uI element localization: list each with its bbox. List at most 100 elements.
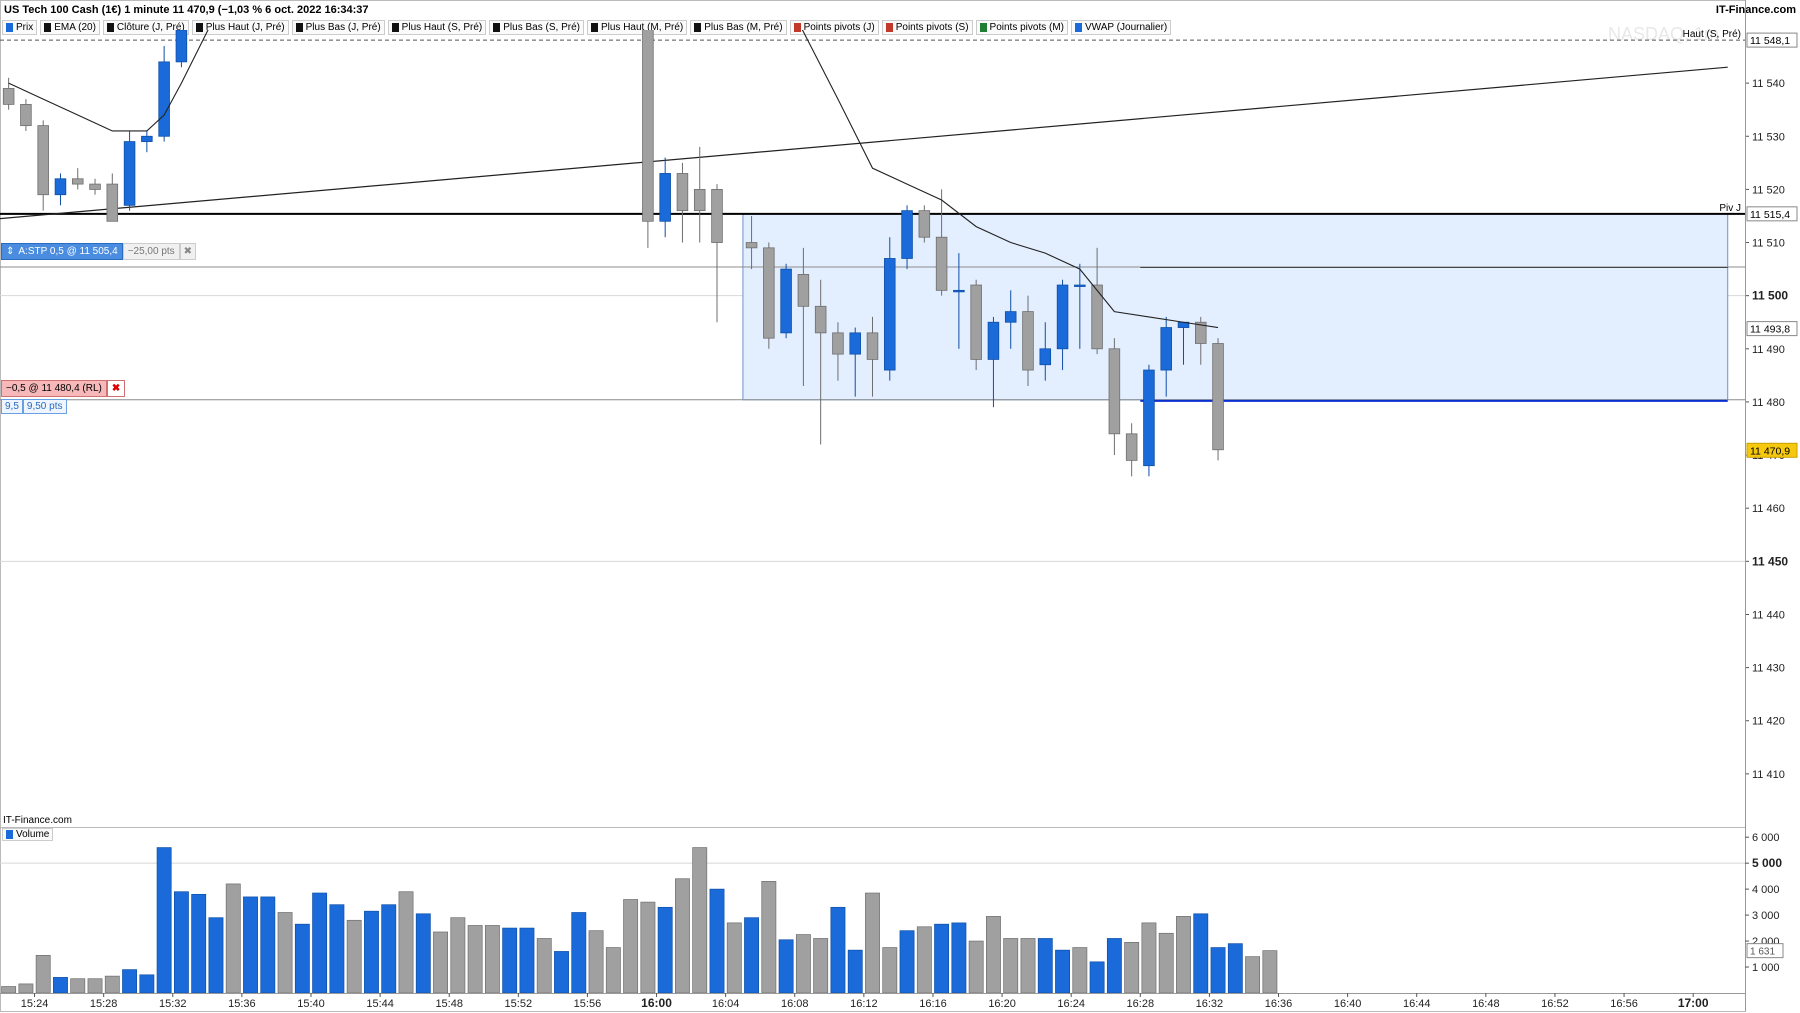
volume-bar bbox=[346, 919, 362, 994]
legend-item[interactable]: Clôture (J, Pré) bbox=[102, 20, 189, 35]
time-tick-label: 16:00 bbox=[641, 996, 672, 1010]
candle-body bbox=[1022, 311, 1034, 371]
legend-item[interactable]: Plus Bas (J, Pré) bbox=[291, 20, 385, 35]
volume-bar bbox=[1106, 938, 1122, 994]
stop-order-points: −25,00 pts bbox=[122, 243, 180, 260]
order-distance-tag: 9,5 9,50 pts bbox=[1, 399, 67, 414]
drag-handle-icon[interactable]: ⇕ bbox=[6, 246, 15, 257]
chart-title: US Tech 100 Cash (1€) 1 minute 11 470,9 … bbox=[4, 4, 369, 16]
volume-bar bbox=[986, 916, 1001, 994]
legend-item[interactable]: Plus Haut (J, Pré) bbox=[191, 20, 289, 35]
volume-bar bbox=[294, 923, 310, 994]
volume-bar bbox=[104, 975, 120, 994]
price-tag bbox=[1746, 206, 1798, 222]
limit-order-tag[interactable]: −0,5 @ 11 480,4 (RL) ✖ bbox=[1, 380, 126, 397]
candle-body bbox=[2, 88, 15, 105]
time-tick-label: 16:08 bbox=[781, 998, 809, 1010]
legend-item[interactable]: Points pivots (J) bbox=[789, 20, 879, 35]
candle-body bbox=[935, 236, 948, 291]
time-tick-label: 16:40 bbox=[1334, 998, 1362, 1010]
volume-bar bbox=[225, 883, 241, 994]
time-tick-label: 17:00 bbox=[1678, 996, 1709, 1010]
limit-order-label: −0,5 @ 11 480,4 (RL) bbox=[1, 380, 107, 397]
volume-bar bbox=[778, 939, 794, 994]
volume-bar bbox=[536, 938, 552, 994]
level-name-label: Haut (S, Pré) bbox=[1683, 29, 1741, 40]
legend-item[interactable]: EMA (20) bbox=[40, 20, 100, 35]
legend-item[interactable]: Plus Bas (M, Pré) bbox=[690, 20, 787, 35]
candle-body bbox=[711, 188, 723, 243]
candle-body bbox=[1212, 343, 1224, 451]
volume-tick-label: 4 000 bbox=[1752, 884, 1780, 896]
candle-body bbox=[970, 284, 982, 360]
close-icon[interactable]: ✖ bbox=[179, 243, 197, 260]
legend-swatch bbox=[793, 23, 801, 32]
price-tick-label: 11 520 bbox=[1752, 184, 1785, 196]
legend-label: Plus Haut (M, Pré) bbox=[600, 22, 684, 33]
candle-body bbox=[1056, 284, 1069, 350]
volume-bar bbox=[1072, 947, 1088, 994]
candle-body bbox=[884, 258, 896, 371]
volume-swatch bbox=[6, 830, 13, 839]
legend-item[interactable]: Plus Bas (S, Pré) bbox=[489, 20, 584, 35]
stop-order-tag[interactable]: ⇕ A:STP 0,5 @ 11 505,4 −25,00 pts ✖ bbox=[1, 243, 197, 260]
legend-item[interactable]: Points pivots (M) bbox=[975, 20, 1068, 35]
volume-bar bbox=[18, 983, 34, 994]
price-tick-label: 11 510 bbox=[1752, 238, 1785, 250]
volume-bar bbox=[830, 906, 846, 994]
time-tick-label: 15:48 bbox=[435, 998, 463, 1010]
cancel-order-icon[interactable]: ✖ bbox=[106, 380, 126, 397]
legend-item[interactable]: VWAP (Journalier) bbox=[1071, 20, 1172, 35]
volume-bar bbox=[87, 978, 103, 994]
volume-bar bbox=[1158, 932, 1174, 994]
candle-body bbox=[797, 274, 810, 307]
volume-bar bbox=[329, 904, 345, 994]
legend-label: Plus Bas (M, Pré) bbox=[704, 22, 783, 33]
time-tick-label: 16:52 bbox=[1541, 998, 1569, 1010]
volume-bar bbox=[571, 912, 587, 994]
legend-swatch bbox=[694, 23, 702, 32]
candle-body bbox=[745, 242, 758, 249]
price-tag-label: 11 470,9 bbox=[1750, 445, 1790, 457]
candle-body bbox=[659, 173, 671, 222]
price-tag-label: 11 548,1 bbox=[1750, 35, 1790, 47]
legend-item[interactable]: Prix bbox=[2, 20, 38, 35]
legend-label: Plus Haut (S, Pré) bbox=[401, 22, 483, 33]
price-tag bbox=[1746, 32, 1798, 48]
candle-body bbox=[1108, 348, 1121, 435]
volume-last-label: 1 631 bbox=[1750, 947, 1775, 958]
volume-tick-label: 1 000 bbox=[1752, 962, 1780, 974]
price-tick-label: 11 530 bbox=[1752, 131, 1785, 143]
candle-body bbox=[54, 178, 67, 196]
volume-bar bbox=[1124, 942, 1140, 994]
volume-bar bbox=[675, 878, 690, 994]
volume-bar bbox=[1210, 947, 1226, 994]
time-tick-label: 16:56 bbox=[1610, 998, 1638, 1010]
volume-bar bbox=[450, 917, 466, 994]
candle-body bbox=[814, 305, 827, 334]
volume-bar bbox=[35, 954, 51, 994]
candle-body bbox=[123, 141, 136, 206]
legend-label: Plus Bas (S, Pré) bbox=[503, 22, 580, 33]
candle-body bbox=[1195, 321, 1207, 344]
volume-last-tag bbox=[1746, 943, 1784, 959]
time-tick-label: 15:32 bbox=[159, 998, 187, 1010]
watermark: NASDAQ, 1m bbox=[1608, 24, 1720, 44]
legend-item[interactable]: Plus Haut (M, Pré) bbox=[586, 20, 688, 35]
candle-body bbox=[37, 125, 49, 196]
volume-bar bbox=[381, 904, 397, 994]
volume-bar bbox=[623, 899, 639, 994]
brand-label: IT-Finance.com bbox=[1715, 4, 1796, 16]
trend-line bbox=[0, 66, 1728, 220]
legend-swatch bbox=[1075, 23, 1082, 32]
volume-bar bbox=[1227, 943, 1243, 994]
time-tick-label: 16:16 bbox=[919, 998, 947, 1010]
price-tag bbox=[1746, 321, 1798, 337]
volume-bar bbox=[277, 912, 293, 994]
volume-bar bbox=[433, 931, 449, 994]
volume-bar bbox=[53, 977, 68, 994]
legend-item[interactable]: Points pivots (S) bbox=[881, 20, 973, 35]
legend-item[interactable]: Plus Haut (S, Pré) bbox=[387, 20, 487, 35]
legend-swatch bbox=[590, 23, 598, 32]
